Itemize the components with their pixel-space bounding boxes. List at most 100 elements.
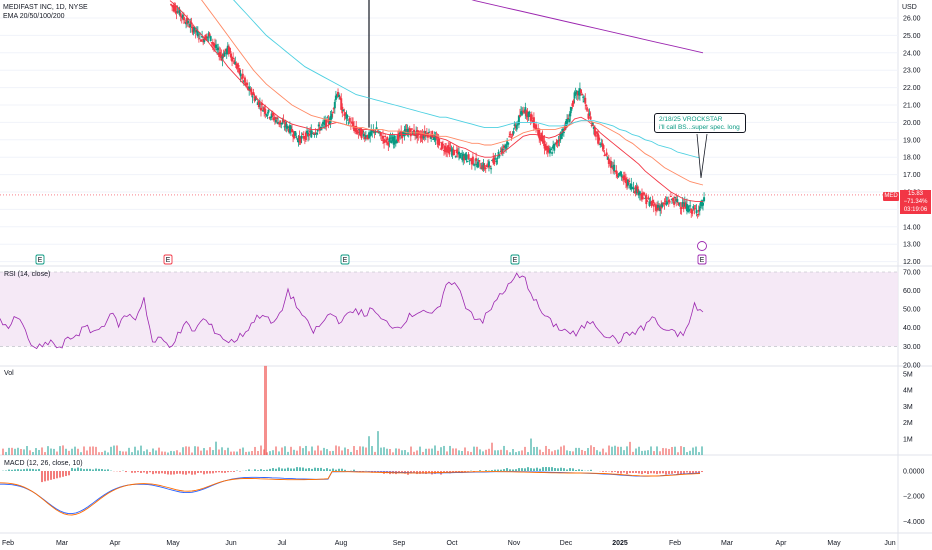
volume-bar	[344, 447, 346, 455]
candle-body	[386, 137, 389, 141]
macd-histogram-bar	[629, 471, 631, 474]
candle-body	[208, 33, 211, 37]
candle-body	[266, 114, 269, 116]
candle-body	[480, 168, 483, 170]
volume-bar	[116, 445, 118, 455]
volume-bar	[695, 446, 697, 455]
price-tick-label: 24.00	[903, 50, 921, 57]
macd-histogram-bar	[149, 471, 151, 473]
rsi-tick-label: 40.00	[903, 325, 921, 332]
price-tick-label: 22.00	[903, 85, 921, 92]
volume-bar	[38, 449, 40, 455]
candle-body	[477, 161, 480, 168]
macd-histogram-bar	[140, 471, 142, 473]
candle-body	[383, 139, 386, 143]
macd-histogram-bar	[353, 469, 355, 471]
volume-bar	[182, 447, 184, 455]
volume-bar	[539, 449, 541, 455]
macd-histogram-bar	[275, 468, 277, 471]
volume-bar	[581, 449, 583, 455]
candle-body	[502, 145, 505, 148]
volume-bar	[143, 451, 145, 455]
candle-body	[375, 127, 378, 130]
candle-body	[209, 36, 212, 42]
earnings-marker	[697, 254, 707, 265]
last-price-tag: 15.83 −71.34% 03:19:06	[900, 190, 931, 214]
candle-body	[203, 38, 206, 43]
candle-body	[448, 147, 451, 155]
macd-histogram-bar	[26, 468, 28, 471]
volume-bar	[632, 451, 634, 455]
volume-bar	[260, 445, 262, 455]
macd-histogram-bar	[68, 471, 70, 476]
volume-bar	[80, 452, 82, 455]
volume-bar	[602, 448, 604, 455]
volume-bar	[26, 446, 28, 455]
candle-body	[393, 135, 396, 143]
rsi-line	[0, 272, 704, 350]
volume-tick-label: 1M	[903, 436, 913, 443]
candle-body	[396, 134, 399, 142]
candle-body	[248, 86, 251, 91]
volume-bar	[35, 448, 37, 455]
candle-body	[495, 160, 498, 163]
macd-histogram-bar	[665, 471, 667, 475]
macd-histogram-bar	[104, 469, 106, 471]
volume-bar	[299, 446, 301, 455]
earnings-marker	[510, 254, 520, 265]
macd-signal-line	[0, 471, 701, 516]
macd-histogram-bar	[65, 471, 67, 477]
volume-bar	[110, 446, 112, 455]
earnings-marker	[163, 254, 173, 265]
candle-body	[517, 115, 520, 125]
macd-histogram-bar	[209, 471, 211, 474]
volume-bar	[131, 452, 133, 455]
volume-bar	[32, 452, 34, 455]
candle-body	[233, 60, 236, 64]
candle-body	[639, 194, 642, 196]
macd-histogram-bar	[44, 471, 46, 482]
macd-histogram-bar	[611, 471, 613, 473]
volume-bar	[170, 450, 172, 455]
candle-body	[587, 113, 590, 119]
candle-body	[256, 102, 259, 105]
earnings-marker-label: E	[38, 257, 43, 264]
candle-body	[593, 128, 596, 136]
volume-bar	[518, 451, 520, 455]
candle-body	[647, 197, 650, 199]
macd-histogram-bar	[23, 469, 25, 471]
candle-body	[524, 107, 527, 113]
candle-body	[223, 52, 226, 57]
volume-bar	[149, 452, 151, 455]
volume-bar	[488, 448, 490, 455]
volume-bar	[386, 448, 388, 455]
price-tick-label: 17.00	[903, 172, 921, 179]
time-tick-label: May	[166, 540, 180, 547]
macd-histogram-bar	[314, 467, 316, 471]
macd-histogram-bar	[533, 468, 535, 471]
currency-button[interactable]: USD	[902, 4, 917, 11]
macd-histogram-bar	[20, 469, 22, 471]
volume-tick-label: 2M	[903, 420, 913, 427]
volume-bar	[428, 448, 430, 455]
candle-body	[235, 63, 238, 69]
macd-histogram-bar	[248, 469, 250, 471]
time-tick-label: Feb	[669, 540, 681, 547]
candle-body	[326, 117, 329, 119]
ema100-line	[233, 0, 704, 159]
volume-bar	[443, 445, 445, 455]
volume-bar	[371, 446, 373, 455]
candle-body	[596, 131, 599, 134]
macd-histogram-bar	[74, 468, 76, 471]
volume-bar	[536, 446, 538, 455]
volume-bar	[527, 452, 529, 455]
candle-body	[476, 163, 479, 168]
candle-body	[173, 5, 176, 12]
volume-bar	[353, 446, 355, 455]
volume-bar	[431, 448, 433, 455]
idea-callout[interactable]: 2/18/25 VROCKSTAR i'll call BS...super s…	[654, 113, 746, 133]
candle-body	[599, 143, 602, 146]
candle-body	[577, 90, 580, 95]
candle-body	[484, 167, 487, 169]
